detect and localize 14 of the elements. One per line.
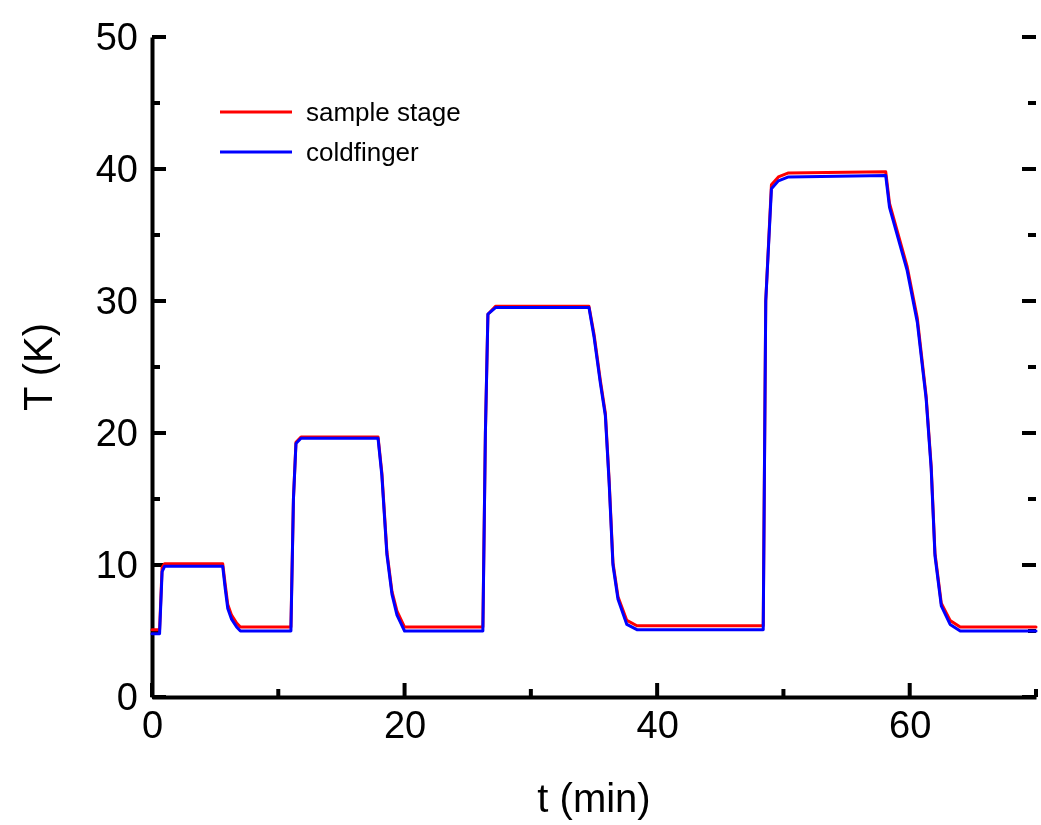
x-tick-label: 0 <box>141 703 164 746</box>
y-tick-label: 0 <box>116 675 138 718</box>
x-tick-label: 40 <box>636 703 679 746</box>
x-axis-title: t (min) <box>537 776 651 820</box>
x-tick-label: 60 <box>889 703 932 746</box>
y-tick-label: 20 <box>95 411 138 454</box>
y-tick-label: 10 <box>95 543 138 586</box>
y-tick-label: 50 <box>95 15 138 58</box>
legend-label: coldfinger <box>306 137 420 167</box>
y-tick-label: 30 <box>95 279 138 322</box>
y-axis-title: T (K) <box>16 322 60 412</box>
y-tick-label: 40 <box>95 147 138 190</box>
legend-label: sample stage <box>306 97 461 127</box>
x-tick-label: 20 <box>383 703 427 746</box>
